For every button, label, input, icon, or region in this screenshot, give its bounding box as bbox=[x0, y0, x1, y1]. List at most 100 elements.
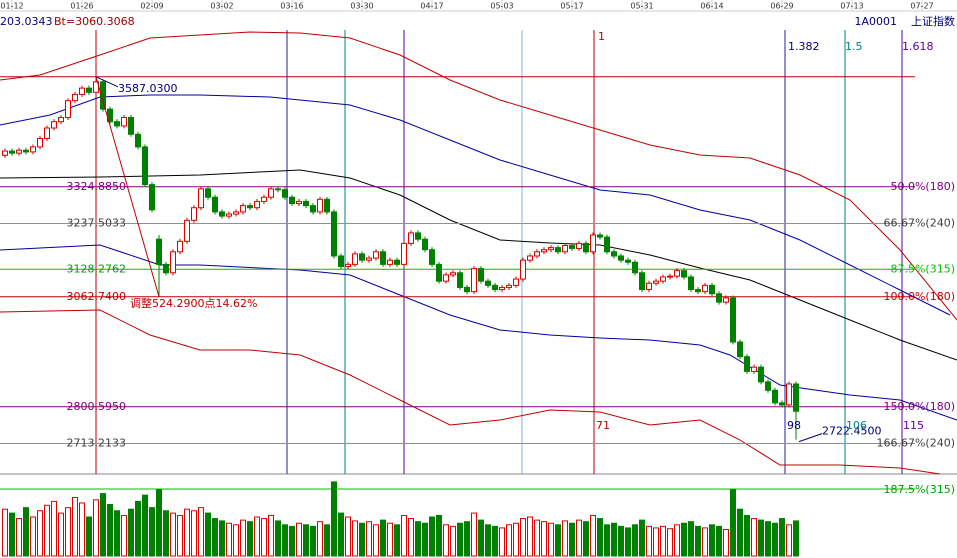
volume-bar bbox=[695, 525, 701, 557]
level-label: 3237.5033 bbox=[67, 216, 127, 229]
candle-body bbox=[597, 234, 603, 238]
candle-body bbox=[310, 205, 316, 213]
volume-bar bbox=[51, 500, 57, 557]
volume-bar bbox=[9, 512, 15, 557]
volume-bar bbox=[436, 514, 442, 557]
volume-bar bbox=[296, 522, 302, 557]
adjust-label: 调整524.2900点14.62% bbox=[130, 296, 257, 310]
candle-body bbox=[625, 259, 631, 263]
volume-bar bbox=[387, 522, 393, 557]
volume-bar bbox=[331, 481, 337, 557]
candle-body bbox=[44, 127, 50, 139]
candle-body bbox=[198, 188, 204, 209]
volume-bar bbox=[709, 524, 715, 557]
candle-body bbox=[366, 257, 372, 261]
candle-body bbox=[457, 272, 463, 288]
moving-average bbox=[0, 169, 957, 361]
volume-bar bbox=[23, 507, 29, 557]
candle-body bbox=[114, 121, 120, 127]
volume-bar bbox=[499, 527, 505, 557]
level-label: 2713.2133 bbox=[67, 436, 127, 449]
candle-body bbox=[149, 184, 155, 211]
candle-body bbox=[779, 402, 785, 406]
upper-band bbox=[0, 31, 957, 321]
candle-body bbox=[737, 341, 743, 358]
candle-body bbox=[79, 87, 85, 95]
volume-bar bbox=[457, 522, 463, 557]
volume-bar bbox=[93, 499, 99, 557]
volume-bar bbox=[723, 528, 729, 557]
candle-body bbox=[205, 188, 211, 198]
date-label: 05-03 bbox=[490, 2, 513, 11]
candle-body bbox=[415, 232, 421, 240]
volume-bar bbox=[737, 508, 743, 557]
volume-bar bbox=[352, 520, 358, 557]
candle-body bbox=[296, 200, 302, 205]
volume-bar bbox=[289, 525, 295, 557]
candle-body bbox=[527, 255, 533, 261]
time-label: 1.618 bbox=[902, 40, 934, 53]
volume-bar bbox=[366, 521, 372, 557]
candle-body bbox=[51, 121, 57, 129]
candle-body bbox=[275, 188, 281, 191]
volume-bar bbox=[464, 521, 470, 557]
volume-bar bbox=[471, 512, 477, 557]
volume-bar bbox=[618, 525, 624, 557]
candle-body bbox=[485, 280, 491, 286]
level-label: 3062.7400 bbox=[67, 290, 127, 303]
volume-bar bbox=[793, 520, 799, 557]
volume-bar bbox=[86, 516, 92, 557]
candle-body bbox=[555, 247, 561, 253]
volume-bar bbox=[716, 525, 722, 557]
volume-bar bbox=[485, 524, 491, 557]
candle-body bbox=[436, 263, 442, 282]
candle-body bbox=[464, 286, 470, 293]
volume-bar bbox=[198, 507, 204, 557]
candle-body bbox=[135, 133, 141, 148]
volume-bar bbox=[674, 524, 680, 557]
candle-body bbox=[72, 93, 78, 102]
volume-bar bbox=[415, 521, 421, 557]
ratio-label: 166.67%(240) bbox=[876, 436, 955, 449]
date-label: 03-30 bbox=[350, 2, 373, 11]
time-label: 1.382 bbox=[788, 40, 820, 53]
volume-bar bbox=[667, 528, 673, 557]
volume-bar bbox=[324, 524, 330, 557]
candle-body bbox=[492, 284, 498, 291]
candle-body bbox=[758, 366, 764, 383]
volume-bar bbox=[226, 522, 232, 557]
volume-bar bbox=[44, 504, 50, 557]
volume-bar bbox=[779, 518, 785, 557]
volume-bar bbox=[58, 512, 64, 557]
candle-body bbox=[163, 263, 169, 274]
volume-bar bbox=[534, 519, 540, 557]
volume-bar bbox=[478, 519, 484, 557]
candle-body bbox=[380, 251, 386, 265]
volume-bar bbox=[765, 521, 771, 557]
candle-body bbox=[261, 196, 267, 202]
volume-bar bbox=[422, 522, 428, 557]
volume-bar bbox=[135, 500, 141, 557]
volume-bar bbox=[730, 489, 736, 557]
candle-body bbox=[324, 198, 330, 213]
candle-body bbox=[534, 251, 540, 257]
candle-body bbox=[303, 200, 309, 207]
candle-body bbox=[583, 242, 589, 253]
candle-body bbox=[562, 244, 568, 253]
lower-band bbox=[0, 309, 941, 475]
date-label: 07-27 bbox=[910, 2, 933, 11]
volume-bar bbox=[184, 508, 190, 557]
date-label: 01-12 bbox=[0, 2, 23, 11]
candle-body bbox=[408, 232, 414, 244]
volume-bar bbox=[156, 489, 162, 557]
volume-bar bbox=[394, 524, 400, 557]
volume-bar bbox=[702, 527, 708, 557]
volume-bar bbox=[632, 524, 638, 557]
candle-body bbox=[156, 238, 162, 265]
date-label: 02-09 bbox=[140, 2, 163, 11]
candle-body bbox=[212, 196, 218, 213]
volume-ratio-label: 187.5%(315) bbox=[883, 483, 955, 496]
candle-body bbox=[667, 275, 673, 278]
candle-body bbox=[387, 259, 393, 265]
